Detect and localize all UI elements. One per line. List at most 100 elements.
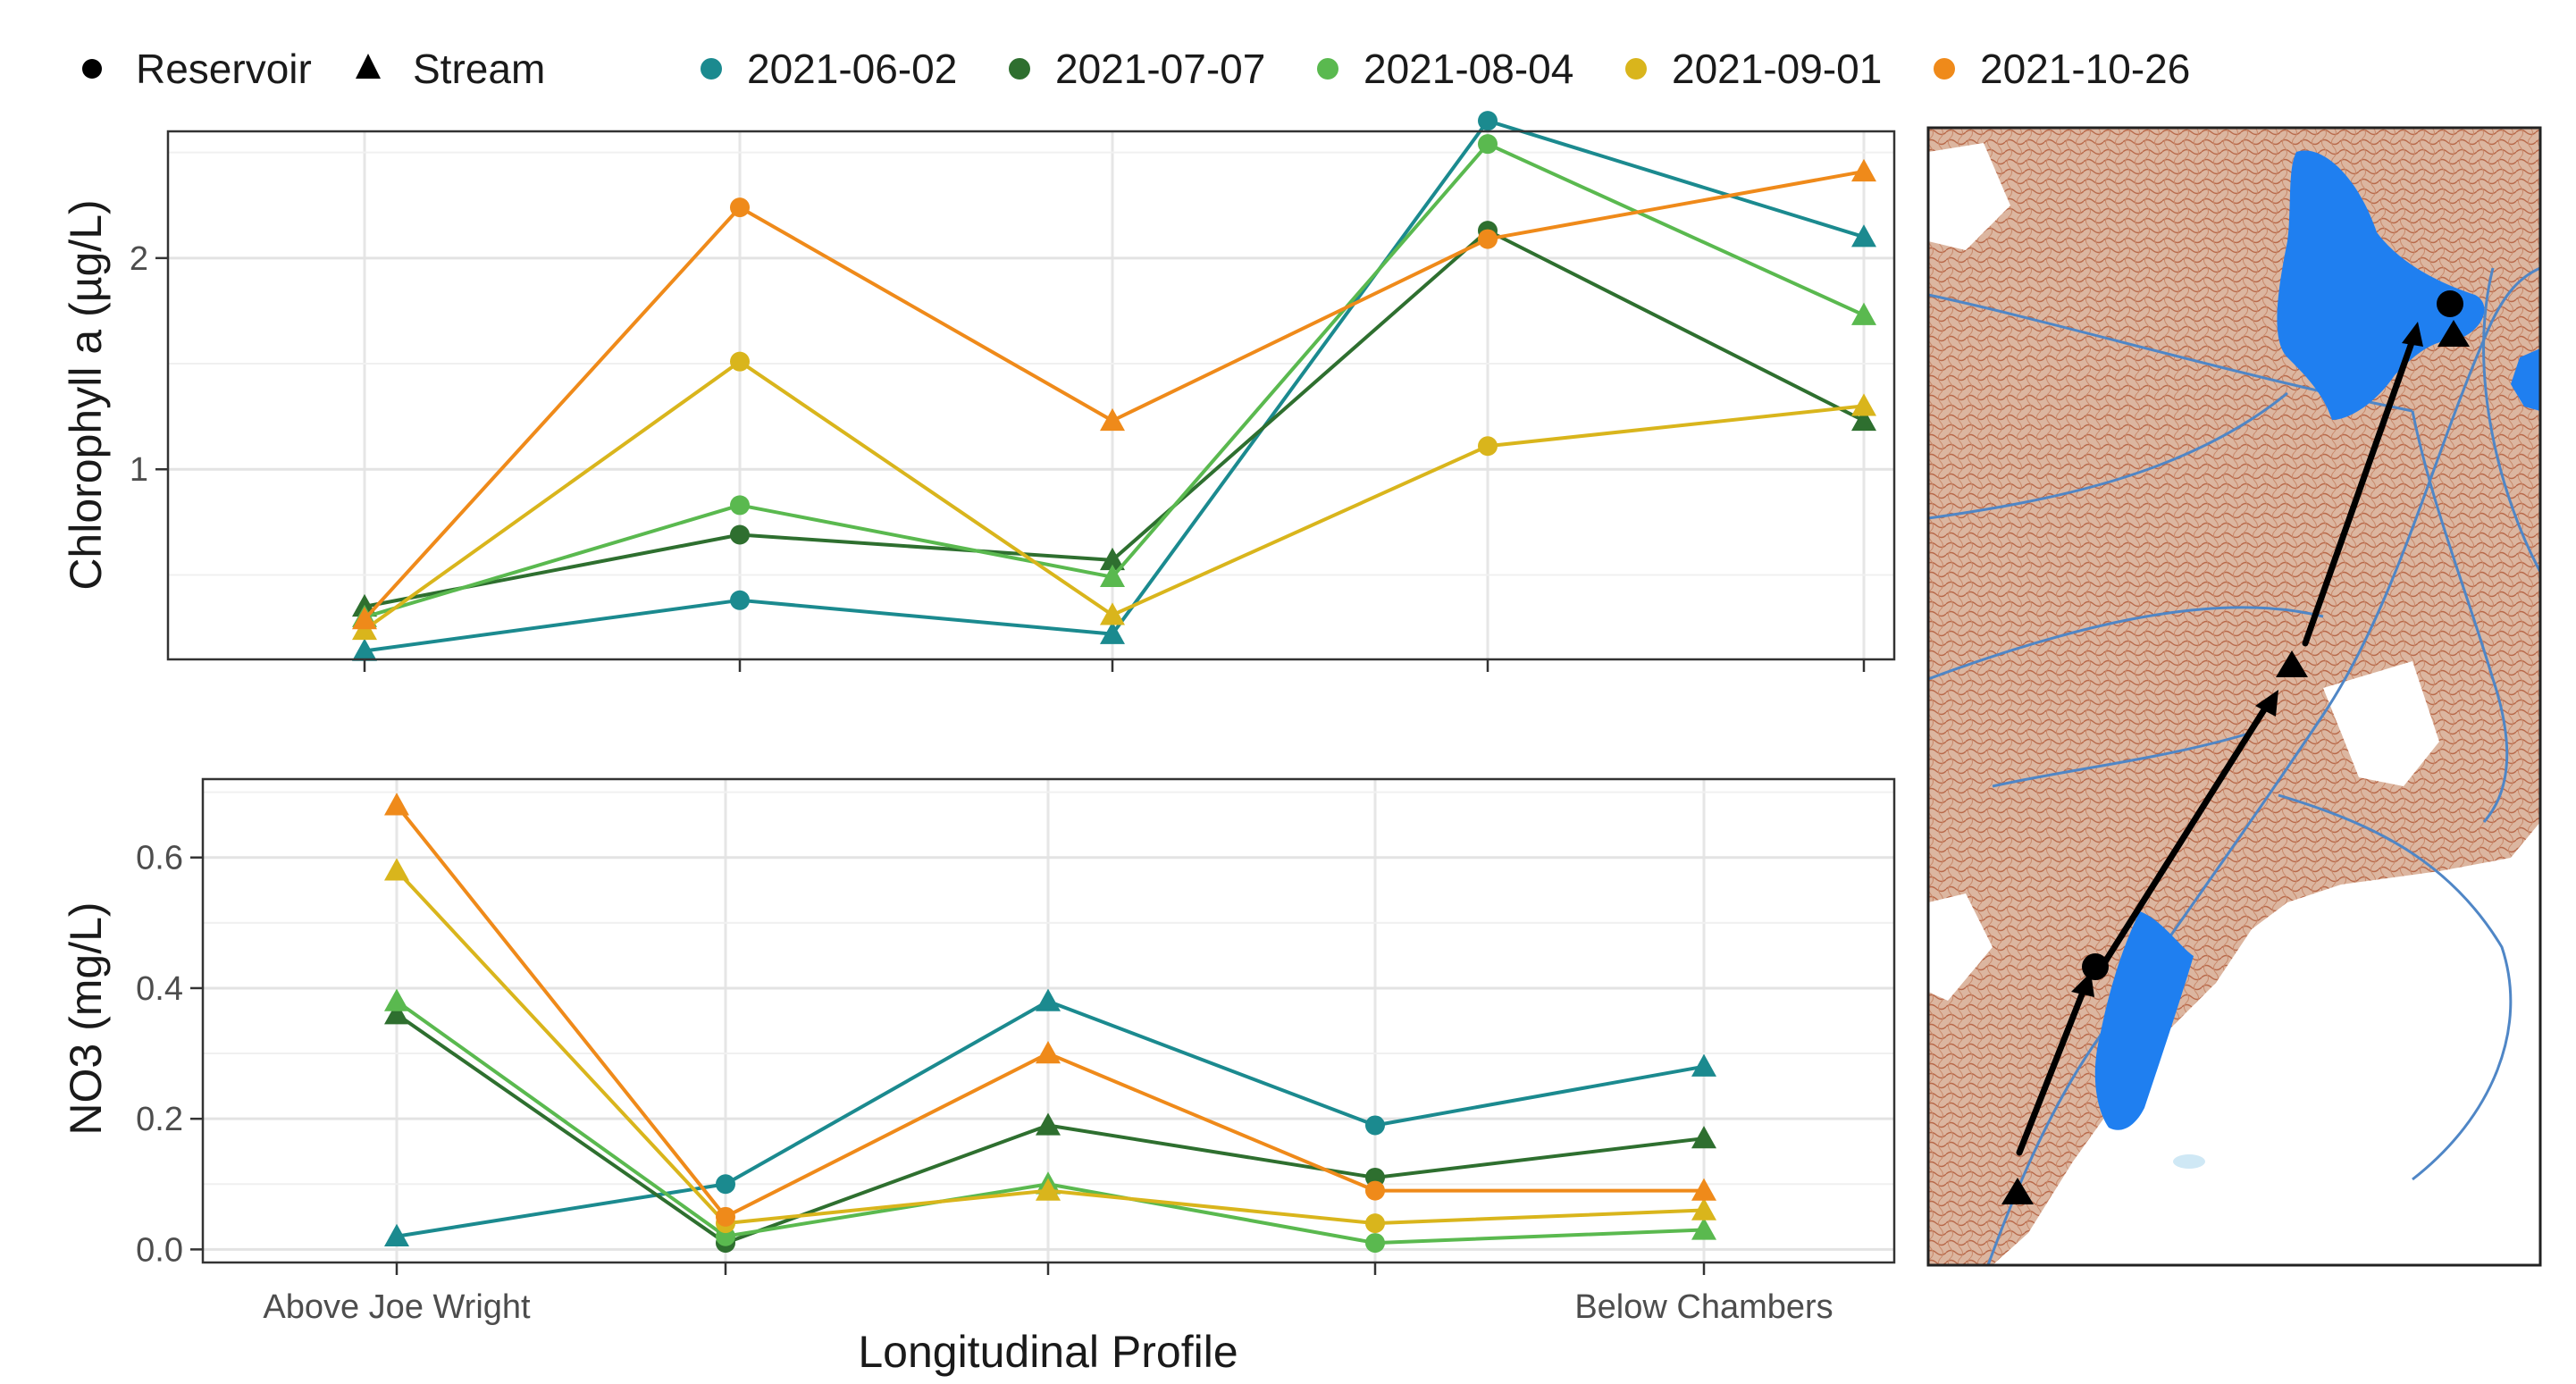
- chl-ytick-label-2: 2: [130, 240, 148, 278]
- legend-reservoir-symbol: [82, 59, 102, 79]
- valley-clearing: [2323, 661, 2439, 786]
- no3-xtick-label-5: Below Chambers: [1574, 1288, 1833, 1326]
- chl-point-2021-06-02-5: [1851, 224, 1876, 247]
- no3-series-2021-10-26: [384, 793, 1716, 1227]
- route-arrowhead-2: [2255, 690, 2278, 717]
- chlorophyll-y-axis-title: Chlorophyll a (µg/L): [61, 199, 111, 590]
- chl-point-2021-09-01-5: [1851, 393, 1876, 416]
- stream-2: [1928, 391, 2288, 520]
- small-pond: [2173, 1154, 2205, 1169]
- site-route: [2016, 334, 2417, 1156]
- no3-point-2021-10-26-3: [1036, 1041, 1061, 1064]
- no3-point-2021-09-01-5: [1691, 1197, 1716, 1220]
- legend-date-symbol-3: [1317, 58, 1338, 80]
- no3-point-2021-10-26-5: [1691, 1178, 1716, 1201]
- no3-xtick-label-1: Above Joe Wright: [263, 1288, 531, 1326]
- no3-point-2021-09-01-1: [384, 858, 409, 881]
- chl-point-2021-09-01-4: [1478, 436, 1498, 457]
- chl-point-2021-08-04-2: [730, 495, 750, 516]
- no3-point-2021-06-02-1: [384, 1223, 409, 1246]
- no3-ytick-label-4: 0.6: [136, 840, 183, 877]
- legend-stream-symbol: [356, 54, 381, 79]
- stream-7: [2411, 410, 2509, 823]
- chlorophyll-axes: 12: [130, 240, 1866, 672]
- no3-point-2021-09-01-3: [1036, 1178, 1061, 1201]
- chl-point-2021-10-26-5: [1851, 158, 1876, 182]
- chl-series-2021-10-26: [352, 158, 1876, 630]
- no3-point-2021-06-02-2: [716, 1174, 735, 1195]
- no3-series-2021-09-01: [384, 858, 1716, 1234]
- east-reservoir-fragment: [2511, 348, 2540, 411]
- site-marker-stream-2: [2276, 650, 2308, 677]
- no3-point-2021-08-04-1: [384, 988, 409, 1011]
- legend-stream-label: Stream: [413, 46, 545, 92]
- no3-point-2021-09-01-4: [1365, 1213, 1385, 1234]
- chlorophyll-panel: 12 Chlorophyll a (µg/L): [61, 111, 1896, 672]
- chl-point-2021-06-02-3: [1100, 621, 1125, 644]
- chl-point-2021-10-26-2: [730, 197, 750, 218]
- route-arrowhead-1: [2071, 972, 2094, 997]
- no3-ytick-label-2: 0.2: [136, 1101, 183, 1138]
- chl-point-2021-09-01-2: [730, 351, 750, 372]
- chl-point-2021-07-07-3: [1100, 547, 1125, 571]
- chl-series-2021-09-01: [352, 351, 1876, 641]
- no3-ytick-label-1: 0.0: [136, 1231, 183, 1269]
- chl-point-2021-10-26-4: [1478, 229, 1498, 249]
- nitrate-axes: Above Joe Wright Below Chambers 0.0 0.2 0.4 0…: [136, 840, 1833, 1326]
- stream-6: [2482, 267, 2540, 573]
- legend-reservoir-label: Reservoir: [136, 46, 312, 92]
- legend-date-label-2: 2021-07-07: [1055, 46, 1265, 92]
- chl-point-2021-08-04-4: [1478, 134, 1498, 155]
- chl-point-2021-10-26-1: [352, 607, 377, 630]
- chl-point-2021-08-04-5: [1851, 302, 1876, 325]
- lower-reservoir: [2094, 911, 2194, 1130]
- chl-point-2021-06-02-4: [1478, 111, 1498, 131]
- legend-date-symbol-2: [1009, 58, 1030, 80]
- no3-point-2021-06-02-5: [1691, 1053, 1716, 1077]
- site-marker-reservoir-1: [2082, 953, 2109, 980]
- legend-date-label-3: 2021-08-04: [1364, 46, 1573, 92]
- chlorophyll-panel-border: [166, 130, 1896, 661]
- site-marker-stream-3: [2438, 320, 2470, 347]
- nitrate-panel: Above Joe Wright Below Chambers 0.0 0.2 0.4 0…: [61, 777, 1896, 1377]
- chl-point-2021-08-04-3: [1100, 564, 1125, 588]
- clearing-west: [1928, 143, 2010, 250]
- site-marker-stream-1: [2001, 1178, 2034, 1204]
- no3-point-2021-06-02-4: [1365, 1115, 1385, 1136]
- legend-date-symbol-4: [1625, 58, 1647, 80]
- legend-date-label-1: 2021-06-02: [747, 46, 957, 92]
- x-axis-title: Longitudinal Profile: [858, 1327, 1238, 1377]
- no3-point-2021-08-04-4: [1365, 1233, 1385, 1254]
- chl-point-2021-07-07-2: [730, 524, 750, 545]
- no3-point-2021-07-07-1: [384, 1002, 409, 1025]
- stream-4: [1992, 731, 2253, 788]
- stream-3: [1928, 606, 2324, 681]
- no3-point-2021-06-02-3: [1036, 988, 1061, 1011]
- route-arrowhead-3: [2402, 322, 2423, 347]
- no3-point-2021-07-07-3: [1036, 1112, 1061, 1136]
- no3-ytick-label-3: 0.4: [136, 970, 183, 1008]
- chl-point-2021-09-01-3: [1100, 602, 1125, 625]
- chlorophyll-series: [352, 111, 1876, 661]
- site-marker-reservoir-2: [2437, 290, 2463, 317]
- no3-point-2021-07-07-5: [1691, 1126, 1716, 1149]
- no3-series-2021-06-02: [384, 988, 1716, 1246]
- clearing-south: [1928, 893, 1993, 1001]
- legend: Reservoir Stream 2021-06-02 2021-07-07 2…: [82, 46, 2190, 92]
- stream-5: [2278, 793, 2513, 1181]
- nitrate-y-axis-title: NO3 (mg/L): [61, 902, 111, 1135]
- legend-date-symbol-1: [701, 58, 722, 80]
- legend-date-symbol-5: [1934, 58, 1955, 80]
- legend-date-label-4: 2021-09-01: [1672, 46, 1882, 92]
- upper-reservoir: [2277, 150, 2485, 420]
- no3-point-2021-10-26-4: [1365, 1180, 1385, 1201]
- main-river: [1986, 266, 2540, 1265]
- chl-series-2021-06-02: [352, 111, 1876, 661]
- chl-point-2021-06-02-2: [730, 590, 750, 610]
- legend-date-label-5: 2021-10-26: [1980, 46, 2190, 92]
- chl-point-2021-07-07-5: [1851, 407, 1876, 432]
- map-border: [1926, 126, 2542, 1267]
- chl-point-2021-06-02-1: [352, 638, 377, 661]
- site-map: [1926, 126, 2542, 1267]
